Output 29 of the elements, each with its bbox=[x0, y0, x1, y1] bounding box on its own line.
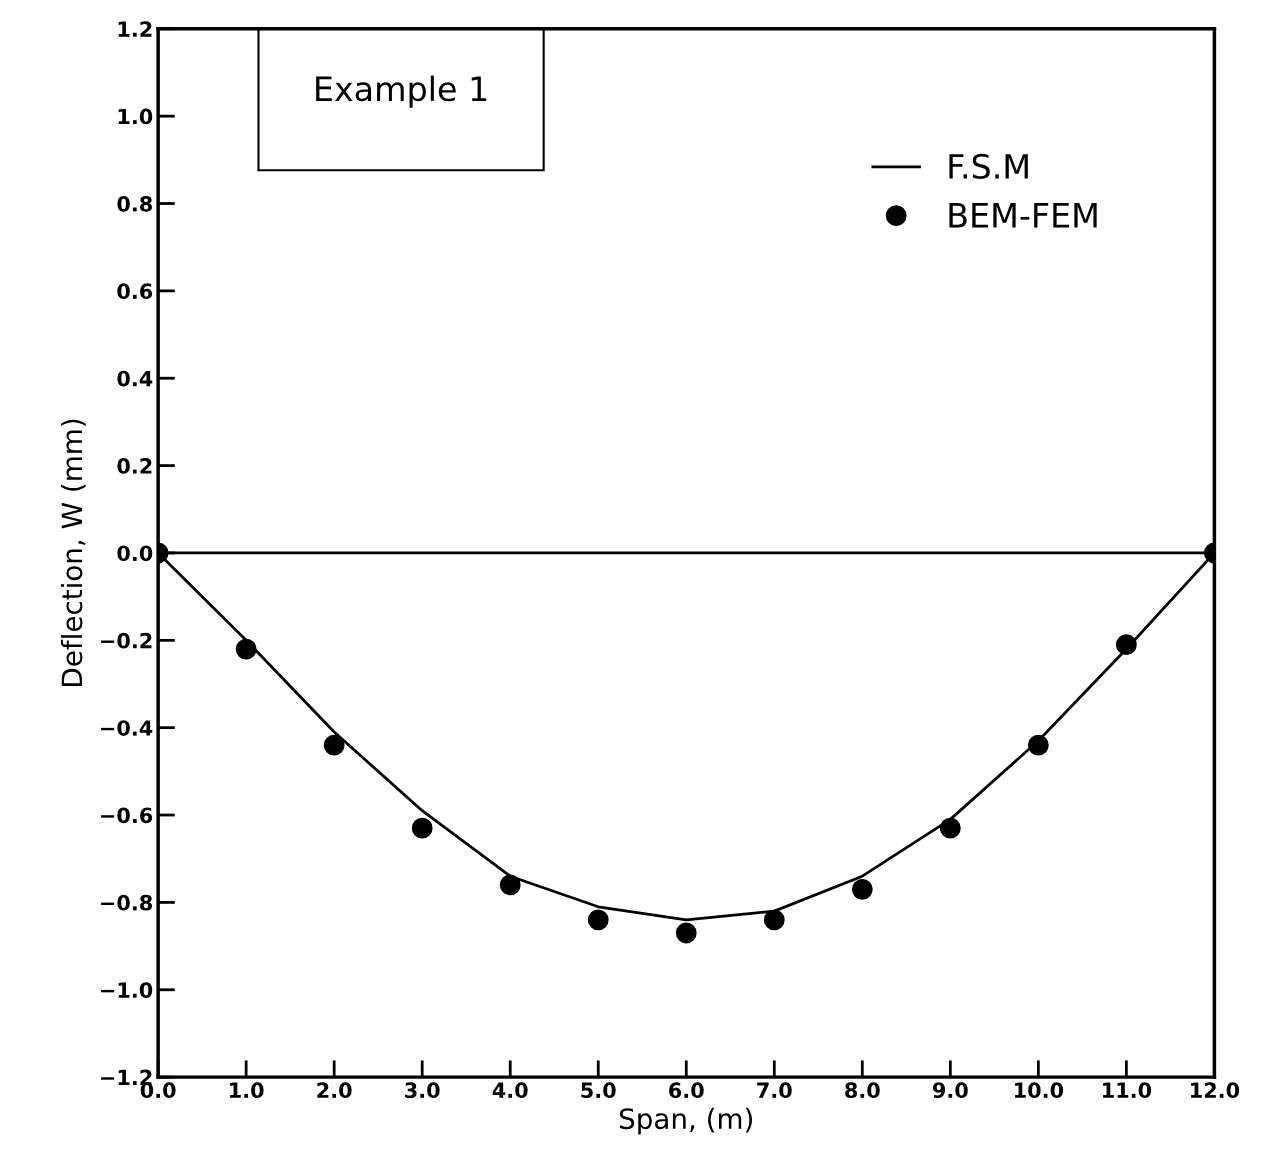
y-tick-label: 0.6 bbox=[117, 283, 153, 300]
x-tick-label: 12.0 bbox=[1191, 1082, 1240, 1099]
x-tick-label: 6.0 bbox=[669, 1082, 704, 1099]
x-tick-label: 9.0 bbox=[932, 1082, 968, 1099]
x-tick-label: 5.0 bbox=[581, 1082, 616, 1099]
x-tick-label: 11.0 bbox=[1103, 1082, 1152, 1099]
legend-label: BEM-FEM bbox=[949, 203, 1097, 228]
y-tick-label: −0.2 bbox=[101, 632, 152, 649]
y-tick-label: 0.0 bbox=[117, 545, 153, 562]
y-tick-label: 0.2 bbox=[117, 458, 152, 474]
x-axis-title: Span, (m) bbox=[619, 1107, 753, 1135]
x-tick-label: 8.0 bbox=[845, 1082, 880, 1099]
y-tick-label: −0.6 bbox=[101, 807, 153, 824]
legend-label: F.S.M bbox=[949, 153, 1028, 179]
x-tick-label: 2.0 bbox=[317, 1082, 352, 1099]
y-tick-label: 1.0 bbox=[118, 108, 153, 125]
y-tick-label: −1.0 bbox=[101, 982, 153, 998]
x-tick-label: 4.0 bbox=[492, 1082, 528, 1099]
y-tick-label: −0.8 bbox=[101, 894, 152, 911]
x-tick-label: 10.0 bbox=[1015, 1082, 1064, 1099]
y-tick-label: −0.4 bbox=[101, 720, 153, 736]
y-tick-label: 1.2 bbox=[118, 21, 152, 37]
x-tick-label: 1.0 bbox=[230, 1082, 264, 1099]
x-tick-label: 3.0 bbox=[405, 1082, 440, 1099]
annotation: Example 1 bbox=[316, 75, 487, 108]
y-axis-title: Deflection, W (mm) bbox=[60, 419, 86, 686]
y-tick-label: 0.4 bbox=[117, 370, 153, 387]
x-tick-label: 7.0 bbox=[757, 1082, 792, 1099]
y-tick-label: 0.8 bbox=[117, 195, 152, 212]
